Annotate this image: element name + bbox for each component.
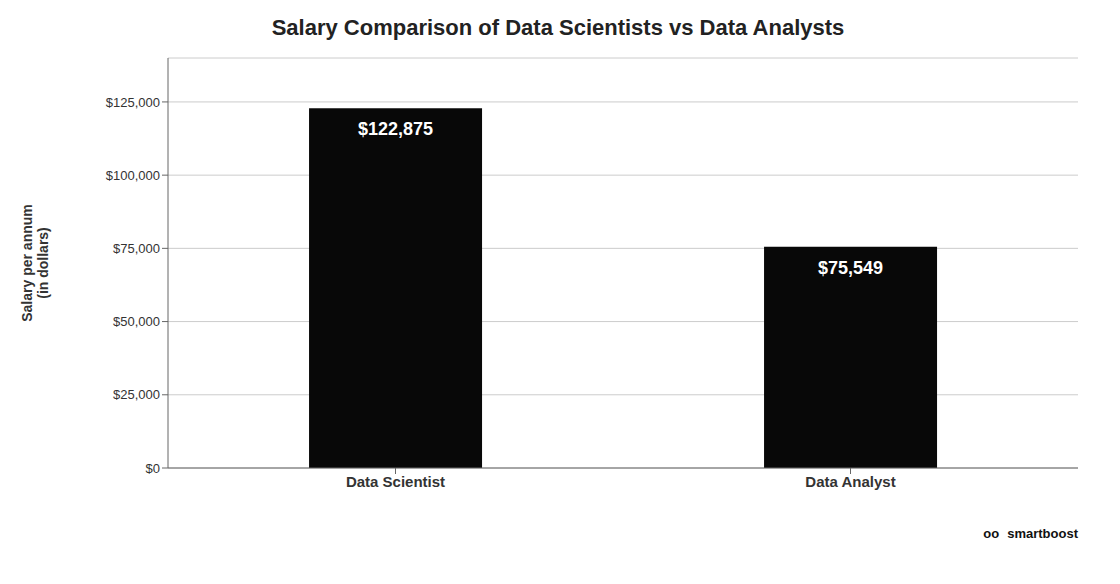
svg-text:Data Scientist: Data Scientist bbox=[346, 473, 445, 490]
svg-text:$100,000: $100,000 bbox=[106, 168, 160, 183]
html-text:smartboost: smartboost bbox=[1007, 525, 1078, 541]
svg-text:$125,000: $125,000 bbox=[106, 95, 160, 110]
html-text:oo: oo bbox=[983, 525, 1000, 541]
svg-text:$75,549: $75,549 bbox=[818, 258, 883, 278]
svg-text:$50,000: $50,000 bbox=[113, 314, 160, 329]
svg-text:$25,000: $25,000 bbox=[113, 387, 160, 402]
svg-text:$122,875: $122,875 bbox=[358, 119, 433, 139]
svg-text:Salary per annum(in dollars): Salary per annum(in dollars) bbox=[19, 204, 52, 322]
svg-text:$75,000: $75,000 bbox=[113, 241, 160, 256]
svg-text:Data Analyst: Data Analyst bbox=[805, 473, 895, 490]
svg-text:$0: $0 bbox=[146, 461, 160, 476]
html-text:Salary Comparison of Data Scie: Salary Comparison of Data Scientists vs … bbox=[271, 15, 845, 40]
